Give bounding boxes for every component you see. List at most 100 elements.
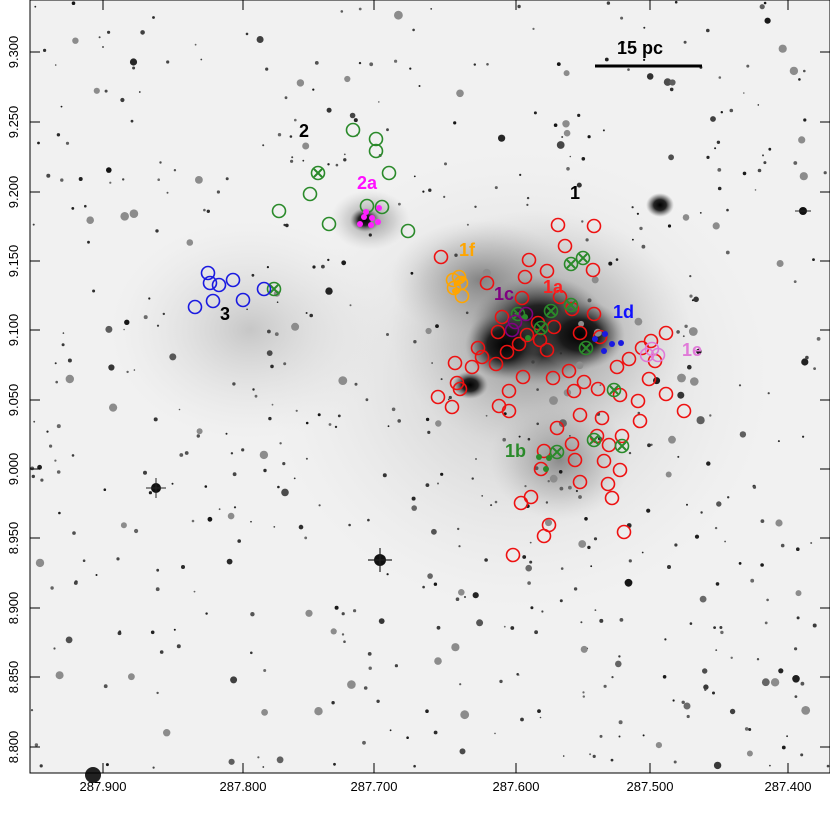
star [92,289,96,293]
star [704,688,707,691]
y-tick-label: 9.050 [6,384,21,417]
y-tick-label: 9.300 [6,36,21,69]
star [643,58,646,62]
star [681,700,685,704]
member-cross-marker [575,250,591,266]
star [766,598,769,602]
star [325,287,333,295]
star [207,516,213,522]
member-circle [499,344,515,360]
member-dot [618,340,624,346]
cluster-member-markers [187,122,692,563]
y-tick-label: 8.800 [6,731,21,764]
star [618,720,623,725]
star [813,367,816,370]
star [794,647,798,651]
member-circle [368,131,384,147]
star [647,443,651,448]
star [561,136,564,138]
star [558,419,567,428]
member-circle [643,333,659,349]
star [62,332,65,334]
star [71,207,75,210]
star [706,28,710,33]
star [569,155,572,158]
star [718,76,722,79]
star [720,630,724,635]
star [433,730,438,735]
star [615,258,619,261]
member-dot [375,219,381,225]
star [560,567,564,570]
star [599,618,604,623]
star [435,324,439,328]
member-circle [453,275,469,291]
star [632,238,634,241]
star [699,212,702,214]
member-circle [564,436,580,452]
star [777,440,780,443]
star [333,762,336,766]
star [484,558,488,562]
star [494,186,498,190]
star [474,205,477,208]
star [232,382,236,386]
member-circle [557,238,573,254]
member-circle [519,327,535,343]
member-circle [561,363,577,379]
star [33,420,36,423]
star [642,734,645,737]
masked-star [799,172,808,181]
star [763,161,767,165]
masked-star [545,519,552,527]
star [225,432,228,435]
star [56,470,61,474]
member-circle [594,410,610,426]
star [181,565,185,569]
star [696,348,702,355]
star [750,578,755,583]
member-circle [256,281,272,297]
star [587,135,591,139]
star [581,220,584,223]
star [56,133,61,137]
masked-star [682,214,690,221]
star [397,419,402,423]
star [362,740,366,745]
star [106,167,112,173]
star [295,409,298,412]
masked-star [344,75,351,83]
star [541,610,544,613]
member-circle [658,325,674,341]
masked-star [55,671,64,680]
star [271,403,274,406]
star [294,118,297,122]
star [30,466,35,471]
member-circle [676,403,692,419]
masked-star [634,317,643,326]
star [31,474,35,479]
member-dot [602,331,608,337]
member-circle [518,306,534,322]
star [431,362,433,364]
star [425,709,429,713]
star [628,559,632,563]
member-circle [202,275,218,291]
star [293,477,296,480]
star [582,691,585,694]
star [178,408,181,411]
star [341,633,345,636]
star [594,609,597,611]
star [794,695,798,698]
star [276,301,279,304]
star [763,1,767,5]
masked-star [460,710,470,720]
member-circle [368,143,384,159]
star [302,159,305,162]
member-circle [433,249,449,265]
star [257,756,260,759]
star [67,358,72,363]
star [764,17,771,24]
star [800,681,805,686]
star [769,764,771,767]
